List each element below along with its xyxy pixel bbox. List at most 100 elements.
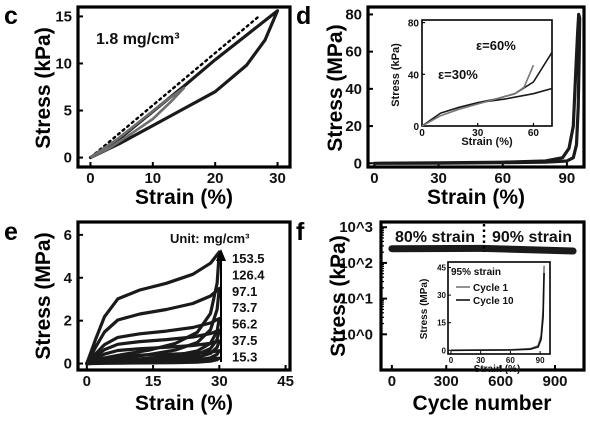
y-tick-label: 5: [64, 103, 72, 120]
panel-label-f: f: [296, 218, 305, 246]
legend-density-97.1: 97.1: [232, 284, 257, 299]
x-tick-label: 30: [211, 373, 228, 390]
x-tick-label: 0: [388, 373, 396, 390]
panel-label-d: d: [296, 2, 311, 30]
y-tick-label: 10^0: [339, 326, 373, 343]
x-tick-label: 10: [144, 170, 161, 187]
legend-density-126.4: 126.4: [232, 267, 265, 282]
x-tick-label: 300: [434, 373, 459, 390]
inset-x-tick-label: 0: [449, 356, 454, 365]
legend-density-56.2: 56.2: [232, 317, 257, 332]
inset-y-tick-label: 15: [437, 319, 446, 328]
panel-d: 0 30 60 90 0 20 40 60 80 0 30 60 0 40 80 ε=30% ε=60% …: [324, 5, 586, 209]
inset-y-tick-label: 40: [408, 70, 420, 81]
inset-y-tick-label: 0: [413, 122, 419, 133]
hysteresis-loop-153.5: [85, 250, 221, 366]
hysteresis-loop-15-strain: [89, 86, 186, 159]
y-axis-title-d: Stress (MPa): [324, 24, 347, 151]
panel-label-c: c: [4, 2, 18, 30]
y-axis-title-c: Stress (kPa): [32, 27, 55, 148]
inset-y-tick-label: 30: [437, 291, 446, 300]
density-annotation-c: 1.8 mg/cm³: [96, 31, 180, 48]
inset-y-axis-title-d: Stress (kPa): [390, 43, 402, 107]
inset-curve-60-strain-gray: [421, 64, 535, 127]
label-90-strain: 90% strain: [492, 229, 572, 246]
inset-d: 0 30 60 0 40 80 ε=30% ε=60% Strain (%) Stress…: [390, 19, 553, 148]
y-tick-label: 0: [64, 150, 72, 167]
y-tick-label: 10^2: [339, 255, 373, 272]
inset-f: 0 30 60 90 0 15 30 45 95% strain Cycle 1 Cycle 1…: [419, 261, 551, 375]
x-tick-label: 0: [83, 373, 91, 390]
y-tick-label: 10^1: [339, 291, 373, 308]
hysteresis-loop-15.3: [85, 356, 221, 366]
plot-frame-c: [76, 5, 292, 169]
y-tick-label: 10^3: [339, 219, 373, 236]
y-tick-label: 6: [64, 227, 72, 244]
y-tick-label: 0: [64, 356, 72, 373]
inset-x-tick-label: 90: [536, 356, 545, 365]
x-tick-label: 15: [145, 373, 162, 390]
y-tick-label: 2: [64, 313, 72, 330]
inset-x-tick-label: 60: [528, 128, 540, 139]
inset-y-tick-label: 80: [408, 19, 420, 30]
plot-frame-d: [366, 5, 586, 169]
y-axis-title-e: Stress (MPa): [32, 232, 55, 359]
inset-label-strain-30: ε=30%: [438, 67, 478, 82]
y-axis-title-f: Stress (kPa): [327, 235, 350, 356]
legend-density-37.5: 37.5: [232, 333, 257, 348]
inset-frame-f: [447, 261, 551, 355]
x-tick-label: 30: [269, 170, 286, 187]
x-axis-title-e: Strain (%): [135, 392, 233, 415]
x-tick-label: 90: [559, 170, 576, 187]
density-arrow-head: [216, 249, 226, 261]
y-tick-label: 60: [345, 44, 362, 61]
inset-x-axis-title-d: Strain (%): [461, 136, 513, 148]
label-80-strain: 80% strain: [395, 229, 475, 246]
x-tick-label: 0: [370, 170, 378, 187]
x-axis-title-d: Strain (%): [427, 186, 525, 209]
x-axis-title-f: Cycle number: [413, 392, 552, 415]
y-tick-label: 80: [345, 6, 362, 23]
hysteresis-loop-95-strain: [372, 12, 582, 165]
inset-x-tick-label: 60: [506, 356, 515, 365]
legend-density-153.5: 153.5: [232, 251, 265, 266]
inset-x-axis-title-f: Strain (%): [474, 364, 521, 375]
inset-x-tick-label: 30: [472, 128, 484, 139]
inset-label-strain-60: ε=60%: [476, 38, 516, 53]
inset-legend-label: Cycle 1: [473, 283, 508, 294]
plot-frame-e: [76, 220, 292, 372]
linear-reference-dotted-line: [89, 15, 261, 159]
x-axis-title-c: Strain (%): [135, 186, 233, 209]
panel-c: 0 10 20 30 0 5 10 15 1.8 mg/cm³ Strain (%) Stre…: [32, 5, 292, 209]
inset-y-axis-title-f: Stress (MPa): [419, 279, 430, 340]
y-tick-label: 15: [55, 8, 72, 25]
x-tick-label: 45: [277, 373, 294, 390]
inset-x-tick-label: 0: [419, 128, 425, 139]
peak-stress-band-90-strain: [479, 244, 577, 255]
y-tick-label: 0: [354, 155, 362, 172]
x-tick-label: 20: [207, 170, 224, 187]
legend-density-15.3: 15.3: [232, 349, 257, 364]
x-tick-label: 900: [542, 373, 567, 390]
y-tick-label: 4: [64, 270, 73, 287]
plot-frame-f: [379, 220, 586, 372]
x-tick-label: 30: [430, 170, 447, 187]
y-tick-label: 20: [345, 118, 362, 135]
legend-density-73.7: 73.7: [232, 300, 257, 315]
inset-title-f: 95% strain: [451, 267, 501, 278]
x-tick-label: 60: [494, 170, 511, 187]
panel-label-e: e: [4, 218, 18, 246]
x-tick-label: 600: [488, 373, 513, 390]
inset-y-tick-label: 0: [442, 346, 447, 355]
inset-curve-cycle-10: [450, 272, 545, 352]
inset-y-tick-label: 45: [437, 264, 446, 273]
x-tick-label: 0: [86, 170, 94, 187]
legend-title-e: Unit: mg/cm³: [170, 231, 250, 246]
inset-x-tick-label: 30: [476, 356, 485, 365]
y-tick-label: 10: [55, 55, 72, 72]
inset-legend-label: Cycle 10: [473, 296, 514, 307]
y-tick-label: 40: [345, 81, 362, 98]
